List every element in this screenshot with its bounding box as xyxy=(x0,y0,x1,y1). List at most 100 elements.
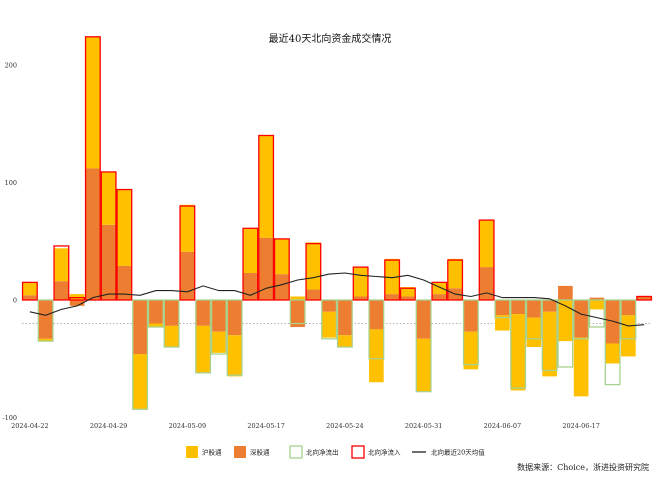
legend-ma-label: 北向最近20天均值 xyxy=(431,448,485,457)
bar-sh xyxy=(463,331,479,370)
bar-sz xyxy=(180,251,195,300)
x-tick-label: 2024-05-31 xyxy=(405,422,442,430)
net-outflow-outline xyxy=(588,299,605,328)
net-inflow-outline xyxy=(384,259,401,301)
x-tick-label: 2024-04-22 xyxy=(11,422,48,430)
bar-sz xyxy=(605,300,620,344)
bar-sz xyxy=(479,267,494,300)
net-outflow-outline xyxy=(557,299,574,368)
legend-ma: 北向最近20天均值 xyxy=(412,448,485,457)
bar-sh xyxy=(290,296,305,300)
x-tick-label: 2024-04-29 xyxy=(90,422,127,430)
bar-sh xyxy=(542,311,557,377)
bar-sz xyxy=(85,168,101,300)
net-outflow-outline xyxy=(494,299,511,319)
net-outflow-outline xyxy=(541,299,558,372)
bar-sh xyxy=(384,258,400,295)
bar-sz xyxy=(211,300,227,332)
bar-sz xyxy=(258,237,274,300)
source-note: 数据来源：Choice，浙进投资研究院 xyxy=(517,463,649,472)
bar-sz xyxy=(416,300,431,339)
bar-sz xyxy=(195,300,211,326)
net-outflow-outline xyxy=(336,299,353,348)
bar-sz xyxy=(69,300,85,306)
net-inflow-outline xyxy=(431,281,448,301)
bar-sh xyxy=(558,300,573,342)
legend-sz-swatch xyxy=(234,446,246,458)
x-tick-label: 2024-05-24 xyxy=(326,422,363,430)
bar-sz xyxy=(542,300,557,312)
bar-sz xyxy=(526,300,542,318)
bar-sh xyxy=(164,325,179,347)
bar-sh xyxy=(369,329,384,383)
net-outflow-outline xyxy=(226,299,243,376)
x-tick-label: 2024-05-09 xyxy=(169,422,206,430)
net-outflow-outline xyxy=(37,299,54,342)
bar-sz xyxy=(54,281,69,300)
bar-sz xyxy=(22,295,38,300)
net-outflow-outline xyxy=(462,299,479,366)
bar-sh xyxy=(211,331,227,353)
net-inflow-outline xyxy=(84,36,101,301)
bar-sz xyxy=(38,300,53,339)
bar-sh xyxy=(400,287,416,297)
bar-sh xyxy=(573,337,589,397)
bar-sz xyxy=(306,289,321,300)
net-outflow-outline xyxy=(604,299,621,386)
legend-sh-label: 沪股通 xyxy=(202,448,222,457)
bar-sz xyxy=(227,300,242,336)
bar-sh xyxy=(148,323,164,328)
bar-sh xyxy=(195,325,211,373)
bar-sh xyxy=(510,314,526,391)
bar-sz xyxy=(148,300,164,324)
bar-sz xyxy=(369,300,384,330)
legend-out-swatch xyxy=(289,445,303,459)
bar-sh xyxy=(227,335,242,377)
ma20-line xyxy=(29,272,645,327)
bar-sh xyxy=(38,338,53,342)
bar-sz xyxy=(589,297,605,300)
bar-sz xyxy=(290,300,305,328)
bar-sz xyxy=(321,300,337,312)
bar-sh xyxy=(432,282,447,295)
y-tick-label: -100 xyxy=(2,414,17,422)
bar-sh xyxy=(274,238,290,275)
bar-sz xyxy=(400,296,416,300)
bar-sz xyxy=(384,294,400,300)
net-inflow-outline xyxy=(273,238,290,301)
net-inflow-outline xyxy=(478,219,495,301)
net-inflow-outline xyxy=(53,245,70,301)
y-tick-label: 200 xyxy=(5,62,17,70)
bar-sh xyxy=(306,242,321,290)
net-outflow-outline xyxy=(321,299,338,340)
chart-title: 最近40天北向资金成交情况 xyxy=(269,32,392,45)
net-outflow-outline xyxy=(289,299,306,325)
net-outflow-outline xyxy=(510,299,527,389)
bar-sh xyxy=(243,228,258,273)
bar-sh xyxy=(605,343,620,364)
net-outflow-outline xyxy=(525,299,542,340)
bar-sh xyxy=(495,315,510,331)
bar-sh xyxy=(117,189,132,266)
net-inflow-outline xyxy=(399,287,416,301)
net-outflow-outline xyxy=(573,299,590,340)
net-outflow-outline xyxy=(620,299,637,340)
bar-sh xyxy=(416,338,431,392)
legend-sz: 深股通 xyxy=(234,446,270,458)
x-tick-label: 2024-05-17 xyxy=(247,422,284,430)
net-inflow-outline xyxy=(100,171,117,301)
bar-sz xyxy=(243,272,258,300)
bar-sh xyxy=(85,36,101,169)
legend-in-label: 北向净流入 xyxy=(368,448,401,457)
bar-sh xyxy=(321,311,337,338)
bar-sz xyxy=(573,300,589,338)
bar-sh xyxy=(353,267,368,297)
bar-sh xyxy=(479,220,494,268)
net-inflow-outline xyxy=(242,227,259,301)
x-tick-label: 2024-06-07 xyxy=(484,422,521,430)
bar-sz xyxy=(164,300,179,326)
bar-sz xyxy=(558,285,573,300)
net-inflow-outline xyxy=(116,188,133,301)
bar-sz xyxy=(117,265,132,300)
